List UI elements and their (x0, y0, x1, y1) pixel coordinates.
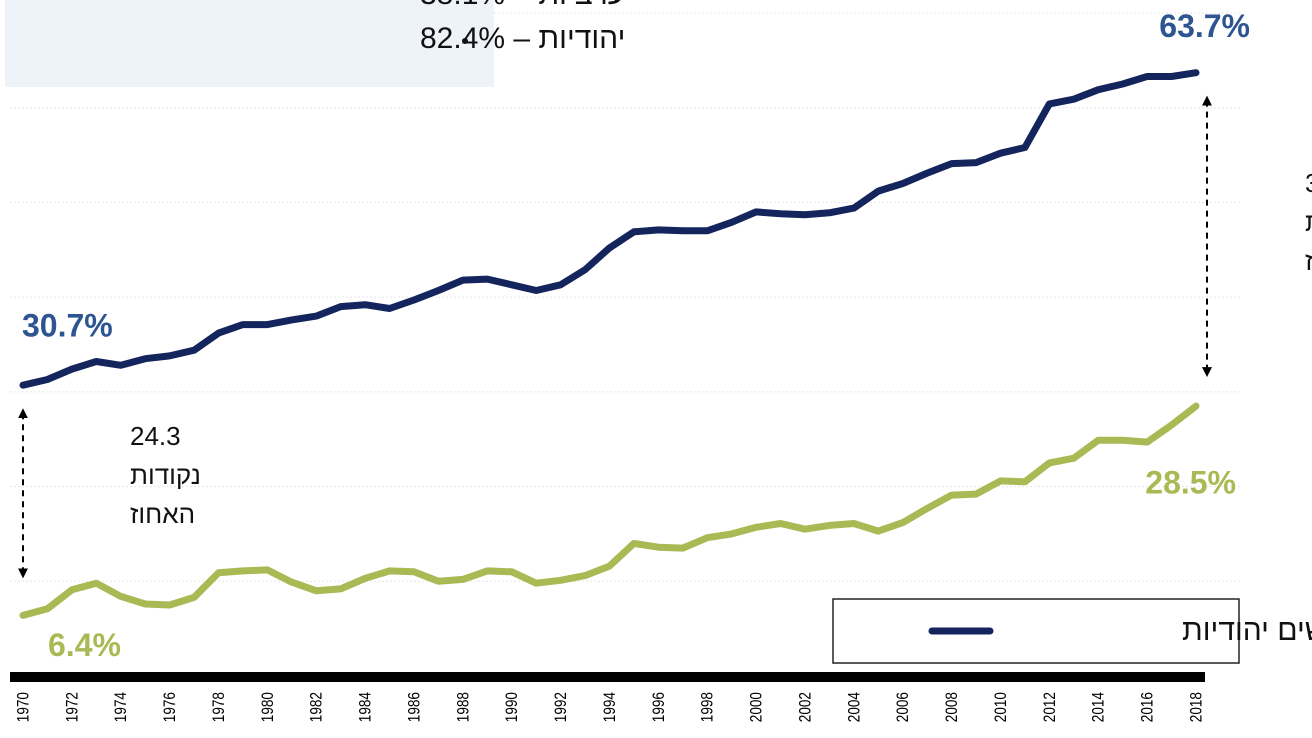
gap-label: נקודות (1305, 207, 1312, 237)
info-line: ערביות – 38.1% (420, 0, 625, 11)
x-tick-label: 1978 (210, 692, 229, 722)
x-tick-label: 1996 (650, 692, 669, 722)
x-tick-label: 1998 (698, 692, 717, 722)
x-tick-label: 1972 (63, 692, 82, 722)
series-line (19, 69, 1200, 389)
info-box (5, 0, 494, 87)
x-axis (10, 672, 1205, 682)
x-tick-label: 1976 (161, 692, 180, 722)
x-tick-label: 2014 (1089, 692, 1108, 723)
value-label: 28.5% (1145, 465, 1236, 501)
gap-label: 35.2 (1305, 168, 1312, 198)
x-tick-label: 1990 (503, 692, 522, 722)
value-label: 30.7% (22, 308, 113, 344)
x-tick-label: 2002 (796, 692, 815, 722)
info-line: יהודיות – 82.4% (420, 22, 625, 55)
x-tick-label: 2004 (845, 692, 864, 723)
x-tick-label: 1980 (259, 692, 278, 722)
x-tick-label: 2016 (1138, 692, 1157, 722)
series-line (19, 402, 1200, 619)
x-tick-label: 1982 (307, 692, 326, 722)
legend (832, 598, 1240, 664)
x-tick-label: 2006 (894, 692, 913, 722)
x-tick-label: 1974 (112, 692, 131, 723)
x-tick-label: 1988 (454, 692, 473, 722)
x-tick-label: 1994 (601, 692, 620, 723)
value-label: 63.7% (1159, 8, 1250, 44)
gap-label: נקודות (130, 460, 201, 490)
gap-label: האחוז (130, 499, 195, 529)
bullet (462, 38, 468, 44)
x-tick-label: 1984 (356, 692, 375, 723)
legend-label: נשים יהודיות (1182, 614, 1312, 647)
x-tick-label: 2012 (1041, 692, 1060, 722)
x-tick-label: 2000 (747, 692, 766, 722)
x-tick-label: 2018 (1187, 692, 1206, 722)
gap-label: 24.3 (130, 421, 181, 451)
x-tick-label: 1970 (14, 692, 33, 722)
x-tick-label: 2010 (992, 692, 1011, 722)
x-tick-label: 1992 (552, 692, 571, 722)
value-label: 6.4% (48, 627, 121, 663)
gap-label: האחוז (1305, 246, 1312, 276)
x-tick-label: 2008 (943, 692, 962, 722)
x-tick-label: 1986 (405, 692, 424, 722)
